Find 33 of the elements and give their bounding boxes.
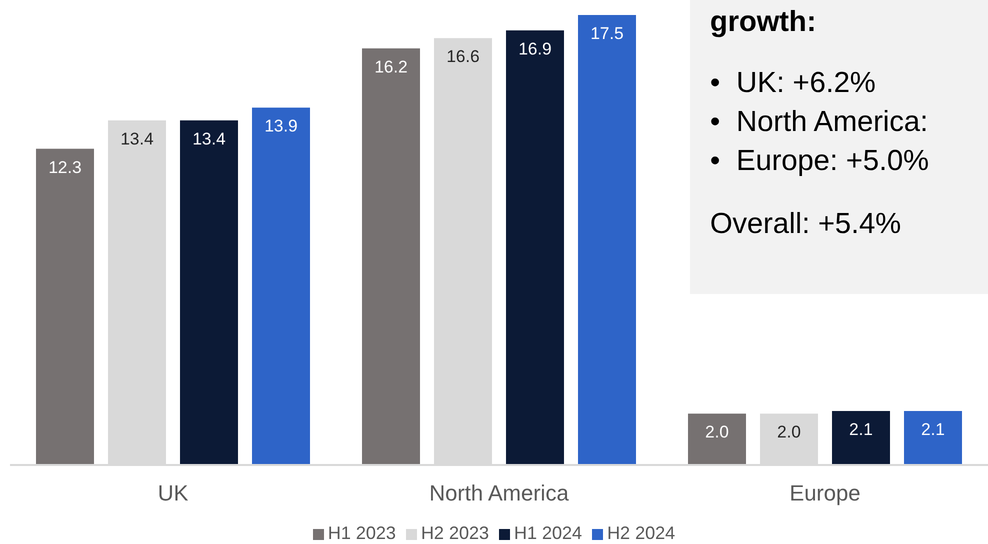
annotation: • Europe: +5.0% [710,145,930,178]
data-label: 17.5 [590,24,624,44]
annotation: Overall: +5.4% [710,208,902,241]
annotation: growth: [710,6,818,39]
bar [904,411,962,465]
data-label: 16.9 [518,40,552,58]
data-label: 12.3 [48,158,82,177]
data-label: 13.4 [120,130,154,148]
data-label: 2.1 [921,420,945,440]
legend-label: H1 2023 [328,523,396,543]
legend-label: H2 2024 [607,523,676,543]
bar [578,15,636,465]
bar [36,148,94,465]
x-tick-label: North America [429,480,570,506]
x-tick-label: Europe [790,480,860,506]
data-label: 13.4 [192,130,226,148]
bar [180,120,238,465]
data-label: 2.0 [777,422,801,442]
data-label: 16.2 [374,58,408,76]
bar [252,108,310,465]
bar [688,414,746,465]
legend-label: H2 2023 [420,523,489,543]
bar [506,30,564,465]
annotation: • UK: +6.2% [710,67,877,100]
data-label: 13.9 [264,116,298,136]
data-label: 2.1 [849,420,873,440]
legend-label: H1 2024 [514,523,582,543]
annotation: • North America: [710,106,930,139]
data-label: 16.6 [446,47,480,66]
data-label: 2.0 [705,422,729,442]
x-tick-label: UK [158,480,189,506]
bar [362,48,420,465]
bar [832,411,890,465]
